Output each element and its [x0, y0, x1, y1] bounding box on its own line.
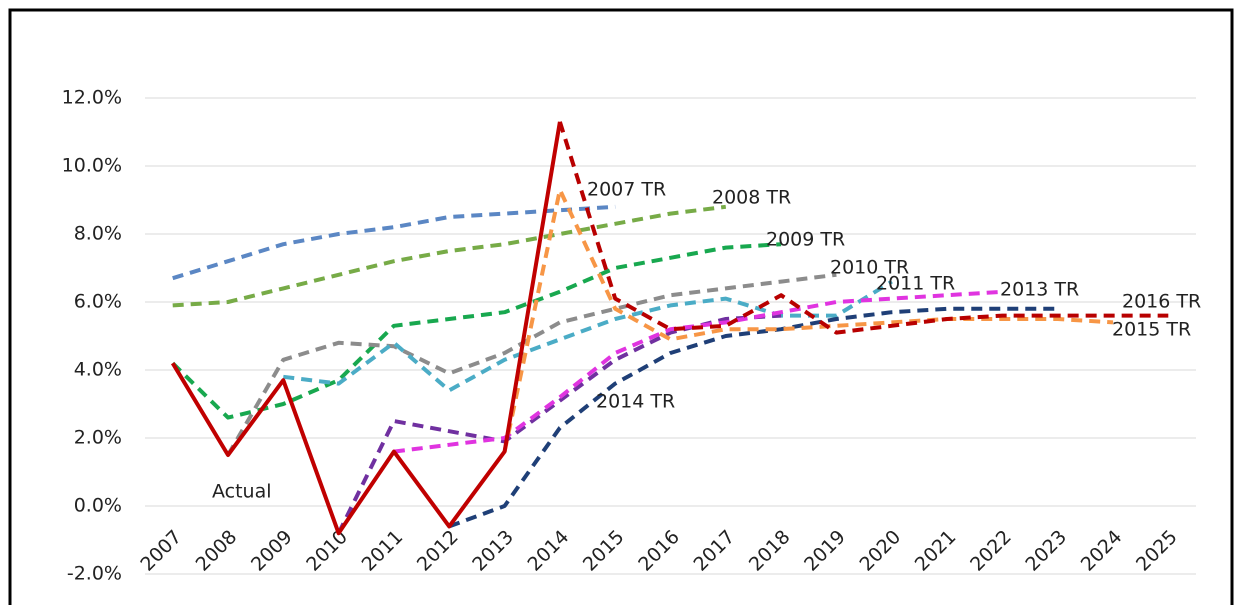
series-line — [172, 204, 616, 281]
series-label: 2009 TR — [766, 229, 845, 251]
x-tick-label: 2008 — [192, 526, 242, 576]
chart-frame — [8, 8, 1234, 605]
x-tick-label: 2014 — [524, 526, 574, 576]
series-label: 2016 TR — [1122, 291, 1201, 313]
series-label: 2015 TR — [1112, 319, 1191, 341]
series-line — [502, 187, 1114, 453]
y-tick-label: 12.0% — [62, 87, 122, 109]
series-line — [393, 289, 1003, 454]
y-tick-label: 4.0% — [74, 359, 122, 381]
x-tick-label: 2018 — [745, 526, 795, 576]
series-line — [557, 121, 1169, 335]
y-tick-label: 2.0% — [74, 427, 122, 449]
x-tick-label: 2021 — [911, 526, 961, 576]
series-line — [448, 306, 1058, 529]
x-tick-label: 2017 — [689, 526, 739, 576]
series-line — [226, 272, 837, 457]
series-line — [336, 313, 782, 535]
series-label: 2014 TR — [596, 391, 675, 413]
series-line — [170, 121, 562, 536]
series-label: 2011 TR — [876, 273, 955, 295]
x-tick-label: 2019 — [800, 526, 850, 576]
x-tick-label: 2024 — [1077, 526, 1127, 576]
series-label: 2010 TR — [830, 257, 909, 279]
x-tick-label: 2011 — [358, 526, 408, 576]
series-label: 2008 TR — [712, 187, 791, 209]
x-tick-label: 2010 — [302, 526, 352, 576]
x-tick-label: 2023 — [1021, 526, 1071, 576]
y-tick-label: 6.0% — [74, 291, 122, 313]
x-tick-label: 2009 — [247, 526, 297, 576]
x-tick-label: 2015 — [579, 526, 629, 576]
x-tick-label: 2022 — [966, 526, 1016, 576]
y-tick-label: 0.0% — [74, 495, 122, 517]
series-label: 2007 TR — [587, 179, 666, 201]
y-tick-label: 8.0% — [74, 223, 122, 245]
series-line — [172, 204, 727, 308]
x-tick-label: 2007 — [136, 526, 186, 576]
x-tick-label: 2020 — [855, 526, 905, 576]
series-line — [283, 279, 893, 393]
x-tick-label: 2012 — [413, 526, 463, 576]
y-tick-label: 10.0% — [62, 155, 122, 177]
x-tick-label: 2013 — [468, 526, 518, 576]
series-line — [171, 242, 782, 420]
y-tick-label: -2.0% — [67, 563, 122, 585]
x-tick-label: 2025 — [1132, 526, 1182, 576]
series-label: Actual — [212, 481, 272, 503]
x-tick-label: 2016 — [634, 526, 684, 576]
series-label: 2013 TR — [1000, 279, 1079, 301]
